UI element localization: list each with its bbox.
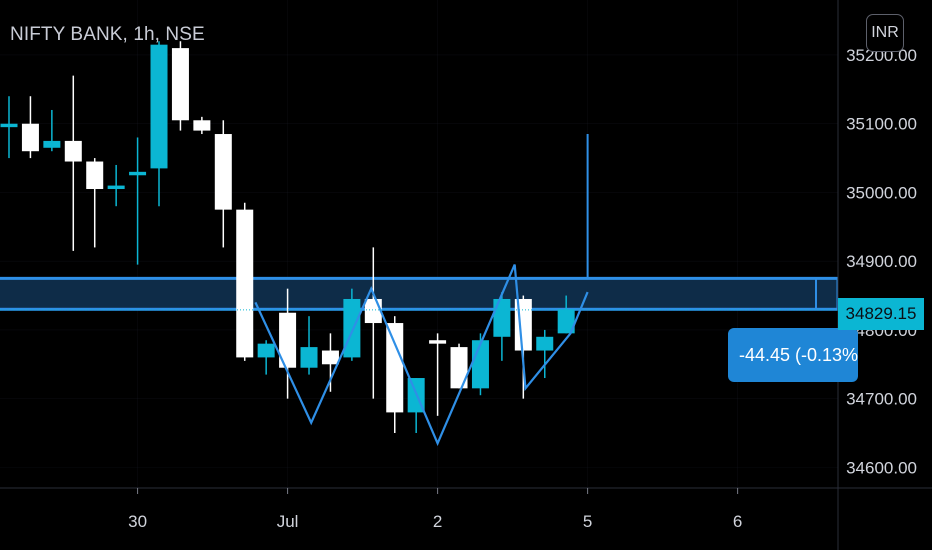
- candle: [214, 120, 232, 248]
- candle-body: [343, 298, 361, 358]
- price-tick-label: 35100.00: [846, 115, 917, 134]
- last-price-label: 34829.15: [838, 298, 924, 330]
- time-tick-label: 5: [583, 512, 592, 531]
- change-tooltip: -44.45 (-0.13%): [728, 328, 858, 382]
- candle-body: [171, 48, 189, 121]
- candle-body: [450, 347, 468, 389]
- candle-body: [300, 347, 318, 368]
- candle: [343, 288, 361, 361]
- candle: [21, 96, 39, 159]
- price-tick-label: 34900.00: [846, 252, 917, 271]
- candle-body: [321, 350, 339, 365]
- candle-body: [364, 298, 382, 324]
- candle-body: [386, 323, 404, 413]
- candle-body: [279, 312, 297, 368]
- time-tick-label: 2: [433, 512, 442, 531]
- candle-body: [21, 123, 39, 152]
- candle-body: [0, 123, 18, 128]
- candle-body: [86, 161, 104, 190]
- price-tick-label: 34600.00: [846, 458, 917, 477]
- candle: [300, 316, 318, 375]
- candle-body: [107, 185, 125, 190]
- candle: [64, 75, 82, 251]
- candle-body: [150, 44, 168, 169]
- candle-body: [43, 140, 61, 148]
- candles: [0, 41, 575, 434]
- change-tooltip-text: -44.45 (-0.13%): [739, 344, 858, 365]
- candle: [150, 41, 168, 207]
- candle: [493, 292, 511, 361]
- time-tick-label: 30: [128, 512, 147, 531]
- candle-body: [129, 171, 147, 176]
- candle: [386, 316, 404, 434]
- candle: [450, 343, 468, 389]
- price-tick-label: 35000.00: [846, 183, 917, 202]
- w-pattern-line[interactable]: [254, 264, 589, 447]
- candle: [429, 333, 447, 416]
- candle: [171, 41, 189, 131]
- candle-body: [493, 298, 511, 337]
- currency-badge[interactable]: INR: [866, 14, 904, 52]
- symbol-title[interactable]: NIFTY BANK, 1h, NSE: [10, 24, 205, 45]
- candle: [236, 202, 254, 361]
- time-tick-label: Jul: [277, 512, 299, 531]
- candle: [279, 288, 297, 399]
- candle-body: [64, 140, 82, 162]
- candle: [536, 329, 554, 379]
- candle: [43, 109, 61, 152]
- candle: [129, 137, 147, 265]
- candle-body: [236, 209, 254, 358]
- time-axis-panel[interactable]: [0, 488, 838, 550]
- candle-body: [536, 336, 554, 351]
- candle-body: [471, 340, 489, 389]
- time-axis: 30 Jul 2 5 6: [128, 488, 742, 531]
- candle-body: [557, 309, 575, 334]
- price-axis-panel[interactable]: [838, 0, 932, 550]
- price-tick-label: 34700.00: [846, 390, 917, 409]
- time-tick-label: 6: [733, 512, 742, 531]
- resistance-zone-rect[interactable]: [0, 276, 840, 311]
- pattern-drawing[interactable]: [254, 264, 589, 447]
- candle: [107, 164, 125, 207]
- candle: [0, 96, 18, 159]
- candle-body: [429, 340, 447, 344]
- candle-body: [193, 120, 211, 131]
- candle: [86, 158, 104, 248]
- candle: [193, 116, 211, 135]
- candle: [257, 340, 275, 375]
- candle-body: [214, 134, 232, 210]
- candle-body: [257, 343, 275, 358]
- candle: [557, 295, 575, 334]
